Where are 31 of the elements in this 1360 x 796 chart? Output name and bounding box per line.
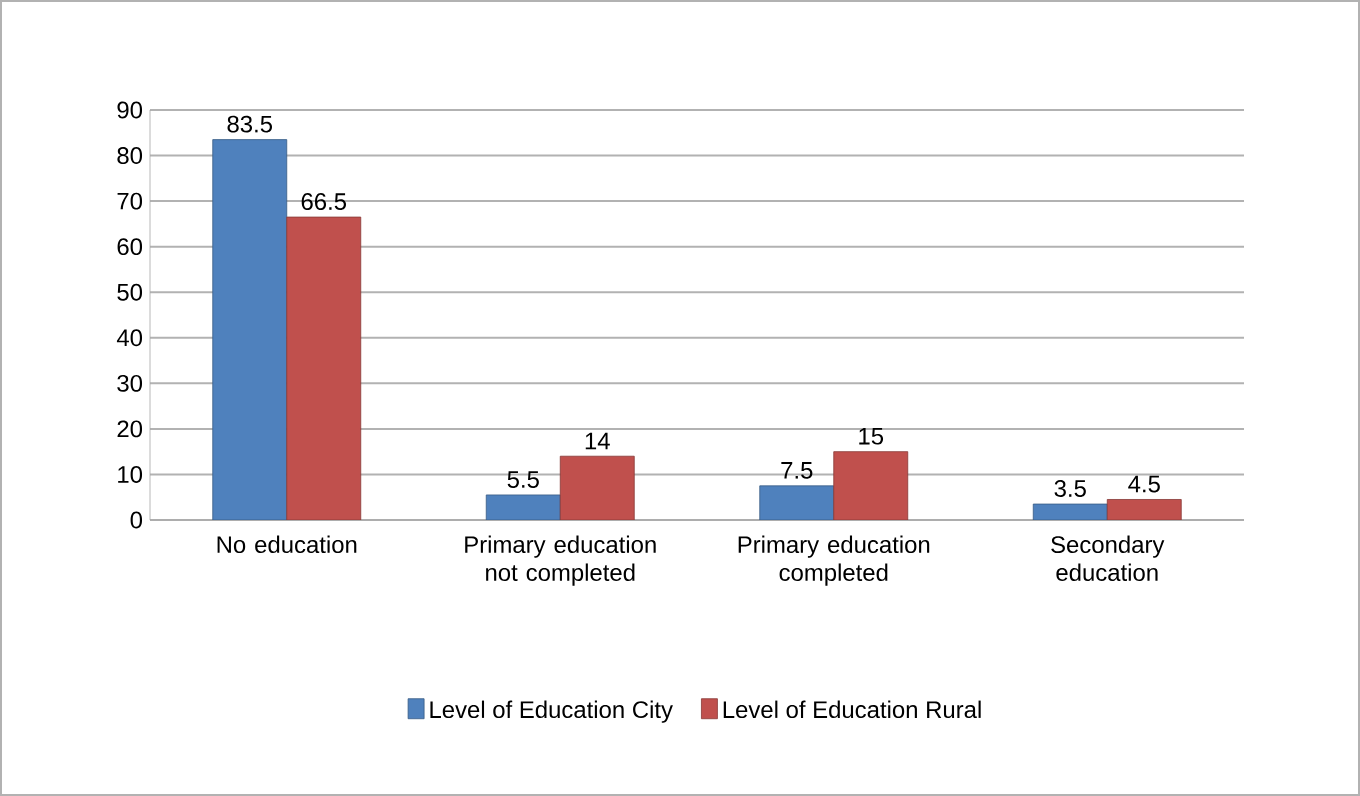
data-label: 15 <box>859 427 884 445</box>
x-tick-label: Primary education completed <box>738 535 930 586</box>
data-label: 14 <box>585 432 610 450</box>
y-tick-label: 90 <box>117 101 143 119</box>
data-label: 4.5 <box>1128 475 1160 493</box>
data-label: 66.5 <box>301 193 346 211</box>
y-tick-label: 40 <box>116 329 143 347</box>
bar <box>559 455 635 520</box>
y-tick-label: 50 <box>117 283 143 301</box>
bar <box>485 494 561 520</box>
legend-label: Level of Education City <box>430 700 673 723</box>
y-tick-label: 0 <box>130 511 143 529</box>
bar <box>759 485 835 520</box>
bar <box>833 451 909 520</box>
data-label: 5.5 <box>507 471 539 488</box>
y-tick-label: 10 <box>118 465 143 483</box>
data-label: 3.5 <box>1054 480 1086 497</box>
y-tick-label: 30 <box>117 374 143 392</box>
data-label: 7.5 <box>781 462 813 479</box>
x-tick-label: Primary education not completed <box>465 535 656 586</box>
legend-label: Level of Education Rural <box>723 700 981 719</box>
data-label: 83.5 <box>227 115 272 133</box>
bar <box>286 216 362 520</box>
y-tick-label: 70 <box>117 192 143 210</box>
y-tick-label: 20 <box>117 420 143 438</box>
x-tick-label: Secondary education <box>1051 535 1165 581</box>
bar <box>1106 499 1182 520</box>
x-tick-label: No education <box>217 535 357 554</box>
y-tick-label: 80 <box>117 147 143 165</box>
y-tick-label: 60 <box>117 238 143 256</box>
bar <box>212 139 288 520</box>
